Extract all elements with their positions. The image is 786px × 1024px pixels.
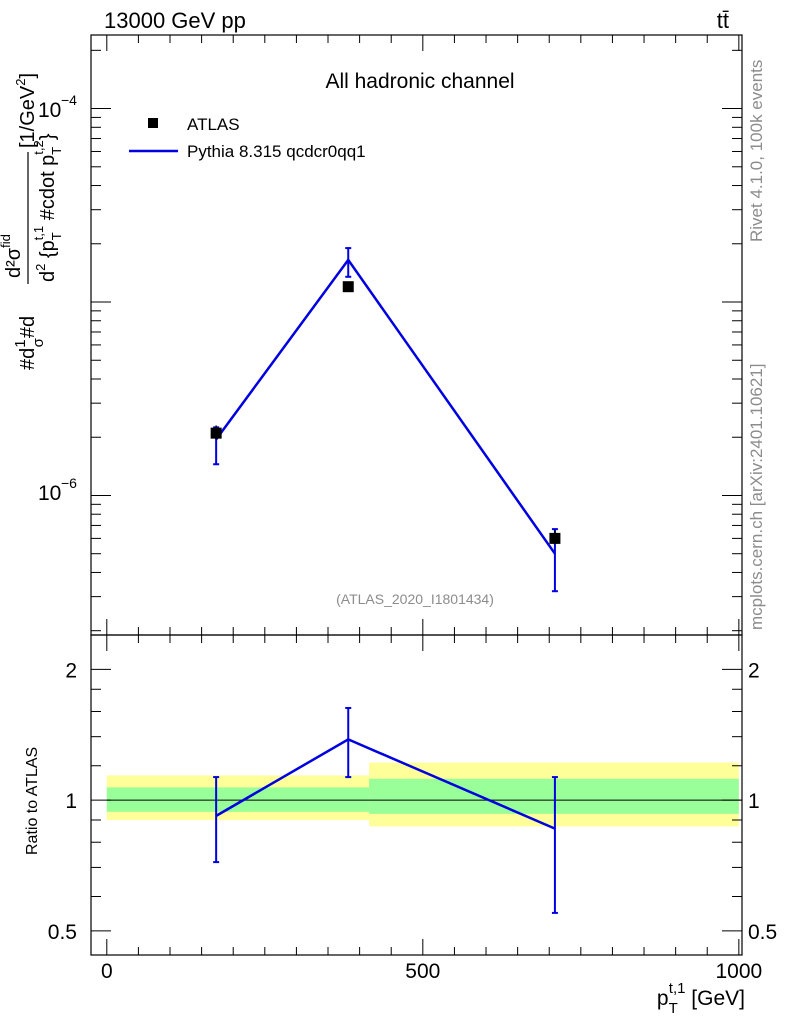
svg-text:−4: −4 (61, 92, 77, 108)
ratio-series (213, 706, 558, 914)
energy-label: 13000 GeV pp (104, 8, 246, 33)
ratio-panel: 2 2 1 1 0.5 0.5 Ratio to ATLAS 0 500 1000 pTt,1… (24, 634, 777, 1017)
ratio-ytick-label-right: 0.5 (748, 921, 777, 944)
main-ytick-label-1e-6: 10 −6 (38, 475, 77, 505)
main-title: All hadronic channel (325, 70, 514, 93)
svg-text:10: 10 (38, 482, 61, 505)
data-point (549, 532, 561, 544)
main-series (210, 247, 561, 593)
svg-text:10: 10 (38, 99, 61, 122)
xtick-label: 1000 (715, 960, 762, 983)
mc-line (215, 257, 556, 555)
ratio-frame (90, 634, 743, 956)
ratio-ticks (91, 635, 742, 955)
ratio-ytick-label-right: 1 (748, 790, 760, 813)
legend-mc-label: Pythia 8.315 qcdcr0qq1 (187, 142, 366, 161)
svg-text:−6: −6 (61, 475, 77, 491)
ratio-ylabel: Ratio to ATLAS (24, 747, 41, 855)
main-ticks (91, 35, 742, 635)
main-ylabel-numerator: d²σfid (0, 234, 25, 278)
data-point (210, 427, 222, 439)
main-ylabel-unit: [1/GeV2] (13, 73, 39, 148)
mcplots-label: mcplots.cern.ch [arXiv:2401.10621] (747, 364, 766, 630)
xtick-labels: 0 500 1000 (101, 960, 762, 983)
legend-atlas-label: ATLAS (187, 115, 240, 134)
legend-atlas-marker (148, 118, 158, 128)
main-ylabel: #d1σ#d d²σfid d2 {pTt,1 #cdot pTt,2} [1/… (0, 73, 64, 370)
main-ytick-label-1e-4: 10 −4 (38, 92, 77, 122)
ratio-ytick-label-right: 2 (748, 659, 760, 682)
analysis-id: (ATLAS_2020_I1801434) (336, 591, 494, 607)
ratio-band-inner (106, 787, 370, 812)
ratio-tick-labels: 2 2 1 1 0.5 0.5 (48, 659, 777, 943)
ratio-ytick-label-left: 2 (65, 659, 77, 682)
rivet-label: Rivet 4.1.0, 100k events (747, 60, 766, 242)
ratio-ytick-label-left: 0.5 (48, 921, 77, 944)
xtick-label: 500 (405, 960, 440, 983)
legend: ATLAS Pythia 8.315 qcdcr0qq1 (129, 115, 366, 161)
main-panel: All hadronic channel (ATLAS_2020_I180143… (0, 34, 743, 636)
process-label: tt̄ (717, 8, 729, 33)
ratio-ytick-label-left: 1 (65, 790, 77, 813)
data-point (342, 281, 354, 293)
main-ylabel-text: #d1σ#d (12, 316, 47, 370)
xtick-label: 0 (101, 960, 113, 983)
ratio-xlabel: pTt,1 [GeV] (657, 980, 745, 1017)
main-ylabel-denominator: d2 {pTt,1 #cdot pTt,2} (31, 133, 64, 282)
